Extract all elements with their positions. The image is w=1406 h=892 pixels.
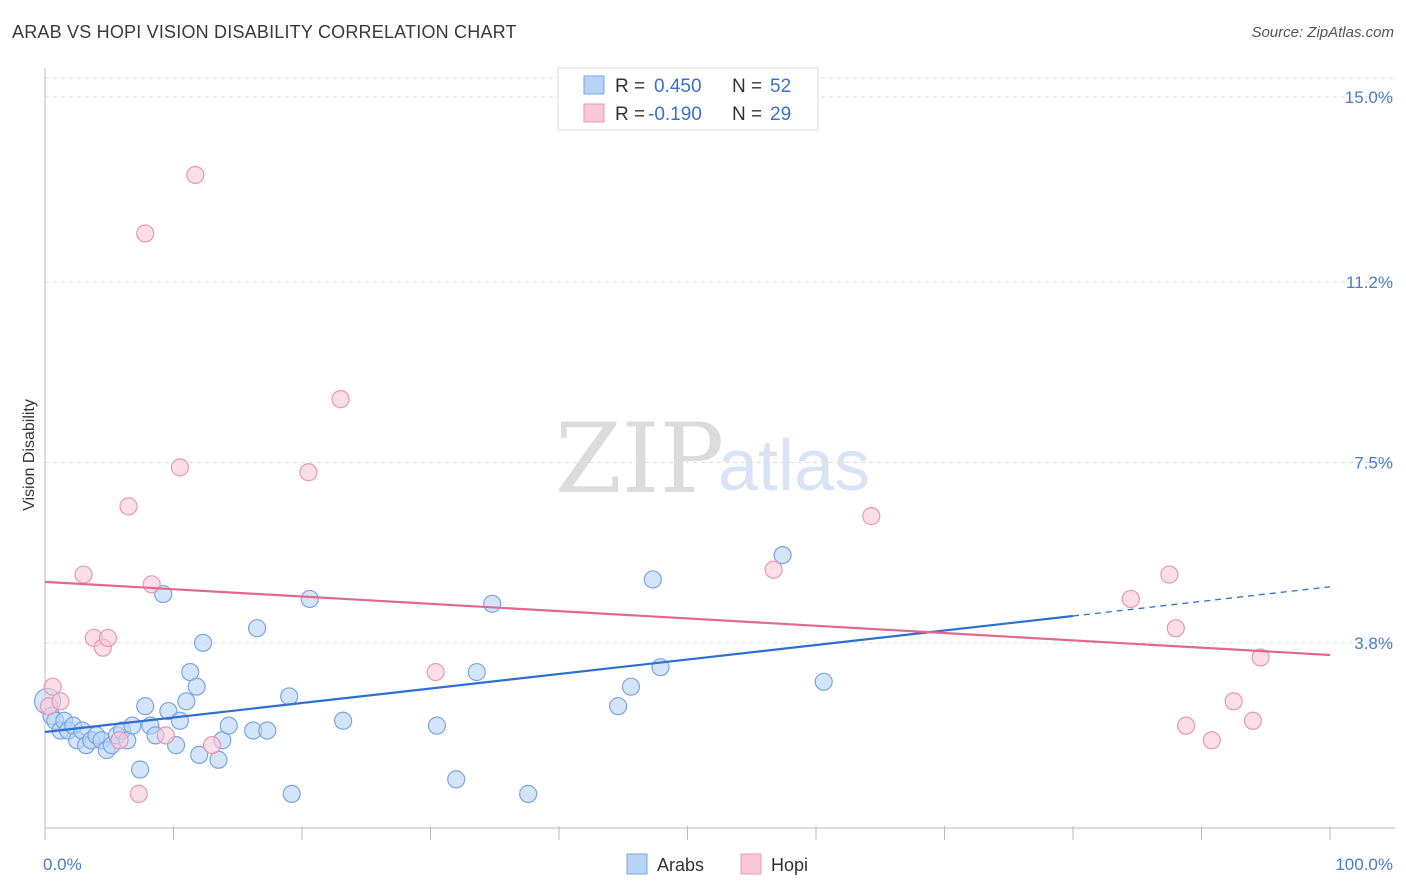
trend-line-hopi <box>44 580 1331 657</box>
arabs-point-26 <box>170 711 190 730</box>
legend-r-label-arabs: R = <box>615 76 645 97</box>
arabs-point-49 <box>643 570 662 589</box>
legend-swatch-arabs <box>583 75 605 95</box>
chart-title: ARAB VS HOPI VISION DISABILITY CORRELATI… <box>12 22 517 42</box>
arabs-point-34 <box>219 716 238 735</box>
arabs-point-45 <box>483 594 502 613</box>
arabs-point-30 <box>190 745 209 765</box>
watermark-atlas: atlas <box>718 426 870 506</box>
trend-line-arabs <box>44 614 1074 734</box>
hopi-point-9 <box>129 784 148 803</box>
hopi-point-18 <box>426 662 445 682</box>
hopi-point-23 <box>1166 619 1185 638</box>
legend-n-label-arabs: N = <box>732 76 762 97</box>
legend-n-value-hopi: 29 <box>770 104 791 125</box>
hopi-point-6 <box>98 628 118 648</box>
legend-swatch-hopi <box>583 103 605 123</box>
gridlines <box>45 77 1395 644</box>
arabs-point-19 <box>130 760 150 779</box>
hopi-point-10 <box>136 224 155 243</box>
hopi-point-7 <box>110 731 129 750</box>
y-tick-label-2: 11.2% <box>1346 273 1393 292</box>
hopi-point-22 <box>1160 565 1179 584</box>
bottom-legend-label-arabs: Arabs <box>657 855 704 875</box>
arabs-point-31 <box>193 633 213 652</box>
hopi-point-27 <box>1243 711 1263 730</box>
arabs-point-43 <box>447 770 466 789</box>
arabs-point-38 <box>280 687 299 706</box>
arabs-point-39 <box>282 784 301 803</box>
hopi-point-16 <box>299 463 318 482</box>
hopi-point-17 <box>331 390 350 409</box>
y-tick-labels: 3.8% 7.5% 11.2% 15.0% <box>1345 88 1393 653</box>
hopi-point-21 <box>1121 589 1140 609</box>
arabs-point-27 <box>177 692 196 711</box>
hopi-point-19 <box>764 560 783 579</box>
arabs-point-40 <box>300 589 319 609</box>
bottom-legend-swatch-arabs <box>626 853 648 875</box>
arabs-point-24 <box>159 701 178 721</box>
y-tick-label-1: 7.5% <box>1354 454 1393 473</box>
legend-r-value-hopi: -0.190 <box>648 104 702 125</box>
hopi-point-2 <box>51 692 70 711</box>
arabs-point-18 <box>123 716 142 735</box>
arabs-point-48 <box>621 677 641 696</box>
arabs-point-37 <box>258 721 277 740</box>
bottom-legend-label-hopi: Hopi <box>771 855 808 875</box>
x-tick-labels: 0.0% 100.0% <box>43 855 1393 874</box>
y-tick-label-0: 3.8% <box>1354 634 1393 653</box>
watermark: ZIP atlas <box>555 403 870 515</box>
hopi-point-8 <box>119 497 138 516</box>
y-tick-label-3: 15.0% <box>1345 88 1393 107</box>
legend-n-label-hopi: N = <box>732 104 762 125</box>
arabs-point-41 <box>334 711 353 730</box>
arabs-point-52 <box>814 672 833 691</box>
legend-r-value-arabs: 0.450 <box>654 76 702 97</box>
legend-bottom: Arabs Hopi <box>626 853 808 875</box>
arabs-point-44 <box>467 662 486 682</box>
hopi-point-24 <box>1176 716 1196 735</box>
legend-r-label-hopi: R = <box>615 104 645 125</box>
chart-source: Source: ZipAtlas.com <box>1251 24 1394 41</box>
hopi-point-3 <box>74 565 93 584</box>
hopi-point-20 <box>862 507 881 526</box>
arabs-point-42 <box>427 716 447 735</box>
arabs-point-20 <box>136 697 155 716</box>
hopi-point-13 <box>170 458 190 477</box>
x-tick-label-0: 0.0% <box>43 855 82 874</box>
hopi-point-26 <box>1224 692 1243 711</box>
arabs-point-51 <box>773 545 792 565</box>
legend-top: R = 0.450 N = 52 R = -0.190 N = 29 <box>557 67 819 131</box>
arabs-point-36 <box>247 619 267 638</box>
hopi-point-11 <box>142 575 161 594</box>
y-axis-label: Vision Disability <box>21 399 38 511</box>
watermark-zip: ZIP <box>555 403 724 515</box>
arabs-point-47 <box>609 697 628 716</box>
bottom-legend-swatch-hopi <box>740 853 762 875</box>
trend-line-arabs-extension <box>1072 586 1331 617</box>
arabs-point-29 <box>187 677 206 696</box>
trend-lines <box>44 580 1331 734</box>
arabs-point-46 <box>519 784 538 803</box>
hopi-point-25 <box>1202 731 1221 750</box>
hopi-point-12 <box>156 726 175 745</box>
legend-n-value-arabs: 52 <box>770 76 791 97</box>
x-tick-label-1: 100.0% <box>1335 855 1393 874</box>
hopi-point-1 <box>43 677 62 696</box>
axes <box>44 68 1395 840</box>
hopi-point-14 <box>186 165 205 185</box>
hopi-point-28 <box>1251 648 1270 667</box>
hopi-point-15 <box>202 736 222 755</box>
